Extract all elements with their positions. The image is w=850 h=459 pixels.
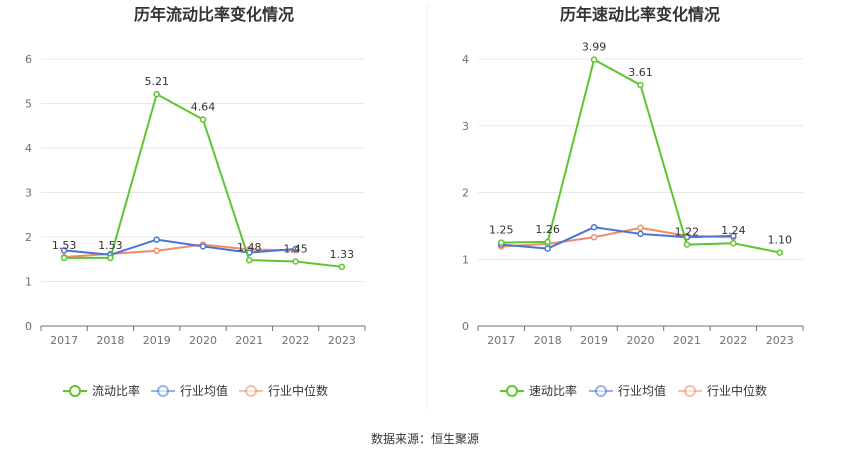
data-point[interactable] <box>544 238 551 246</box>
legend-item[interactable]: 行业中位数 <box>678 383 767 398</box>
data-label: 5.21 <box>144 75 169 88</box>
legend-marker-icon <box>157 385 169 397</box>
y-tick-label: 1 <box>25 276 32 289</box>
legend-item[interactable]: 行业均值 <box>151 383 228 398</box>
y-tick-label: 2 <box>462 187 469 200</box>
data-label: 3.61 <box>628 66 653 79</box>
y-tick-label: 0 <box>25 320 32 333</box>
data-point[interactable] <box>292 245 299 253</box>
x-tick-label: 2023 <box>766 334 794 347</box>
legend-label: 流动比率 <box>92 383 140 398</box>
x-tick-label: 2017 <box>50 334 78 347</box>
data-point[interactable] <box>683 241 691 248</box>
y-tick-label: 1 <box>462 253 469 266</box>
data-point[interactable] <box>246 256 253 264</box>
current-ratio-chart: 历年流动比率变化情况 0 1 2 3 4 5 6 2017 2018 2019 2020 2021 20… <box>25 5 366 398</box>
legend-marker-icon <box>595 385 607 397</box>
y-tick-label: 2 <box>25 231 32 244</box>
y-tick-label: 3 <box>462 120 469 133</box>
data-point[interactable] <box>199 243 207 250</box>
x-tick-label: 2023 <box>328 334 356 347</box>
legend-item[interactable]: 行业中位数 <box>239 383 328 398</box>
legend-marker-icon <box>245 385 257 397</box>
data-point[interactable] <box>497 239 505 246</box>
y-tick-label: 3 <box>25 187 32 200</box>
y-tick-label: 0 <box>462 320 469 333</box>
data-label: 1.45 <box>283 242 308 255</box>
data-label: 1.10 <box>768 234 793 247</box>
data-point[interactable] <box>199 116 207 123</box>
data-label: 1.53 <box>52 239 77 252</box>
data-point[interactable] <box>107 254 114 262</box>
data-label: 3.99 <box>582 41 607 54</box>
legend-label: 行业均值 <box>618 383 666 398</box>
series-line <box>501 226 734 250</box>
legend-item[interactable]: 行业均值 <box>589 383 666 398</box>
data-point[interactable] <box>590 233 598 241</box>
data-point[interactable] <box>590 56 598 63</box>
x-tick-label: 2017 <box>487 334 515 347</box>
data-point[interactable] <box>637 230 644 238</box>
series-line <box>64 238 296 256</box>
x-tick-label: 2018 <box>96 334 124 347</box>
data-point[interactable] <box>590 223 598 231</box>
data-label: 1.24 <box>721 224 746 237</box>
data-point[interactable] <box>730 232 737 240</box>
data-source: 数据来源：恒生聚源 <box>371 431 479 446</box>
x-tick-label: 2021 <box>235 334 263 347</box>
x-tick-label: 2019 <box>143 334 171 347</box>
data-label: 1.25 <box>489 224 514 237</box>
legend-marker-icon <box>506 385 518 397</box>
legend-label: 行业中位数 <box>707 383 767 398</box>
legend-label: 行业中位数 <box>268 383 328 398</box>
x-tick-label: 2019 <box>580 334 608 347</box>
x-tick-label: 2020 <box>627 334 655 347</box>
legend-item[interactable]: 速动比率 <box>500 383 577 398</box>
data-label: 1.26 <box>535 223 560 236</box>
data-label: 4.64 <box>191 101 216 114</box>
legend-label: 行业均值 <box>180 383 228 398</box>
data-point[interactable] <box>730 239 737 247</box>
data-point[interactable] <box>637 81 644 89</box>
data-point[interactable] <box>544 245 551 252</box>
chart-title: 历年流动比率变化情况 <box>134 5 294 24</box>
data-point[interactable] <box>153 236 160 243</box>
quick-ratio-chart: 历年速动比率变化情况 0 1 2 3 4 2017 2018 2019 2020 2021 2022… <box>462 5 804 398</box>
x-tick-label: 2021 <box>673 334 701 347</box>
chart-title: 历年速动比率变化情况 <box>560 5 720 24</box>
x-tick-label: 2018 <box>534 334 562 347</box>
data-point[interactable] <box>60 254 68 262</box>
y-tick-label: 5 <box>25 98 32 111</box>
legend-marker-icon <box>69 385 81 397</box>
data-point[interactable] <box>637 224 644 232</box>
data-label: 1.22 <box>675 226 700 239</box>
x-tick-label: 2020 <box>189 334 217 347</box>
x-tick-label: 2022 <box>282 334 310 347</box>
data-point[interactable] <box>153 90 160 98</box>
data-point[interactable] <box>153 247 160 255</box>
data-label: 1.53 <box>98 239 123 252</box>
data-point[interactable] <box>60 247 68 254</box>
y-tick-label: 4 <box>462 53 469 66</box>
legend-item[interactable]: 流动比率 <box>63 383 140 398</box>
y-tick-label: 6 <box>25 53 32 66</box>
legend-marker-icon <box>684 385 696 397</box>
data-point[interactable] <box>338 263 346 271</box>
y-tick-label: 4 <box>25 142 32 155</box>
data-label: 1.48 <box>237 241 262 254</box>
data-point[interactable] <box>292 258 299 265</box>
data-point[interactable] <box>776 249 784 256</box>
data-label: 1.33 <box>330 248 355 261</box>
legend-label: 速动比率 <box>529 383 577 398</box>
x-tick-label: 2022 <box>719 334 747 347</box>
